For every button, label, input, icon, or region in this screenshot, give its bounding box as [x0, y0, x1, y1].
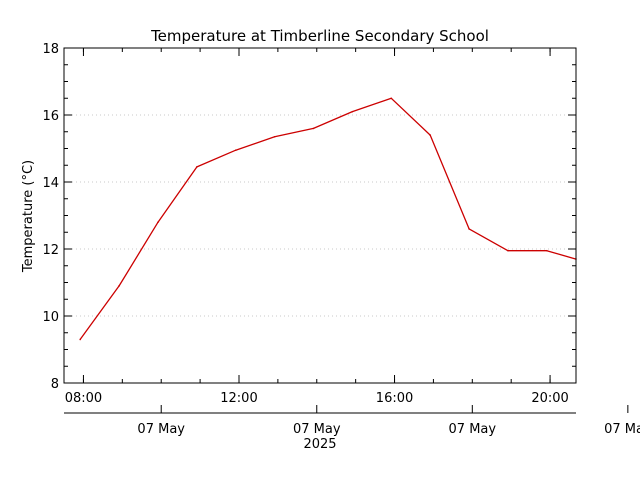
data-point [118, 285, 120, 287]
x-axis: 08:00 12:00 16:00 20:00 [65, 48, 569, 406]
grid-lines [64, 114, 576, 317]
y-tick-label: 10 [42, 310, 59, 325]
y-tick-label: 12 [42, 243, 59, 258]
data-point [351, 110, 354, 113]
y-tick-label: 18 [42, 42, 59, 57]
x-tick-label: 12:00 [220, 391, 257, 406]
chart-title: Temperature at Timberline Secondary Scho… [150, 27, 489, 45]
plot-frame [63, 47, 577, 384]
y-tick-label: 8 [51, 377, 59, 392]
data-point [196, 166, 198, 168]
y-axis: 8 10 12 14 16 18 [42, 42, 576, 392]
date-tick-label: 07 May [449, 422, 497, 437]
y-axis-label: Temperature (°C) [21, 160, 36, 273]
data-point [312, 127, 315, 130]
date-axis: 07 May 07 May 07 May 07 May [137, 405, 640, 437]
x-tick-label: 20:00 [531, 391, 568, 406]
date-tick-label: 07 May [604, 422, 640, 437]
data-point [79, 338, 82, 341]
y-tick-label: 16 [42, 109, 59, 124]
data-point [390, 97, 393, 100]
data-point [507, 249, 509, 252]
data-point [546, 249, 548, 252]
series-layer [79, 97, 577, 341]
data-point [234, 149, 237, 151]
date-tick-label: 07 May [137, 422, 185, 437]
x-tick-label: 08:00 [65, 391, 102, 406]
x-tick-label: 16:00 [376, 391, 413, 406]
date-tick-label: 07 May [293, 422, 341, 437]
data-point [157, 221, 159, 223]
data-point [429, 134, 431, 136]
y-tick-label: 14 [42, 176, 59, 191]
temperature-series-line [79, 97, 577, 340]
year-label: 2025 [303, 437, 336, 452]
data-point [468, 228, 470, 230]
data-point [273, 135, 276, 138]
